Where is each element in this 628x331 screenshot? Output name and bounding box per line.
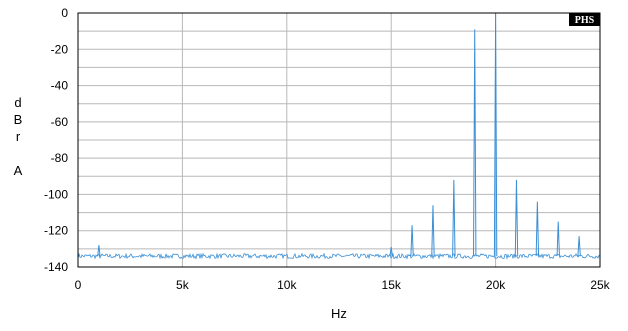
phs-badge-background — [569, 13, 600, 26]
y-axis-label-letter-a: A — [14, 163, 23, 178]
y-axis-label-letter-d: d — [14, 95, 21, 110]
trace-layer — [77, 12, 601, 260]
x-axis-label: Hz — [331, 306, 347, 321]
y-tick-label: -20 — [51, 42, 69, 56]
y-tick-label: -60 — [51, 115, 69, 129]
y-tick-labels: 0 -20 -40 -60 -80 -100 -120 -140 — [44, 6, 68, 274]
y-tick-label: -40 — [51, 79, 69, 93]
y-tick-label: -120 — [44, 224, 68, 238]
x-tick-label: 10k — [277, 278, 297, 292]
spectrum-peak — [473, 29, 477, 257]
spectrum-peak — [389, 246, 393, 257]
y-axis-label-letter-b: B — [14, 112, 23, 127]
y-tick-label: -100 — [44, 187, 68, 201]
y-axis-label-letter-r: r — [16, 129, 21, 144]
spectrum-peak — [431, 205, 435, 257]
plot-frame — [77, 12, 601, 268]
spectrum-peak — [514, 179, 519, 257]
noise-floor-trace — [77, 252, 601, 260]
y-tick-label: -80 — [51, 151, 69, 165]
y-tick-label: -140 — [44, 260, 68, 274]
x-tick-label: 25k — [590, 278, 610, 292]
spectrum-peak — [556, 221, 560, 257]
spectrum-peak — [410, 225, 414, 257]
phs-badge: PHS — [569, 13, 600, 26]
x-tick-label: 15k — [382, 278, 402, 292]
phs-badge-text: PHS — [575, 15, 595, 26]
x-tick-label: 0 — [75, 278, 82, 292]
spectrum-peak — [97, 245, 101, 257]
spectrum-peak — [452, 179, 456, 257]
x-tick-label: 20k — [486, 278, 506, 292]
x-tick-labels: 0 5k 10k 15k 20k 25k — [75, 278, 611, 292]
y-tick-label: 0 — [61, 6, 68, 20]
spectrum-peak — [535, 201, 540, 257]
x-tick-label: 5k — [176, 278, 190, 292]
spectrum-peak — [577, 236, 581, 257]
